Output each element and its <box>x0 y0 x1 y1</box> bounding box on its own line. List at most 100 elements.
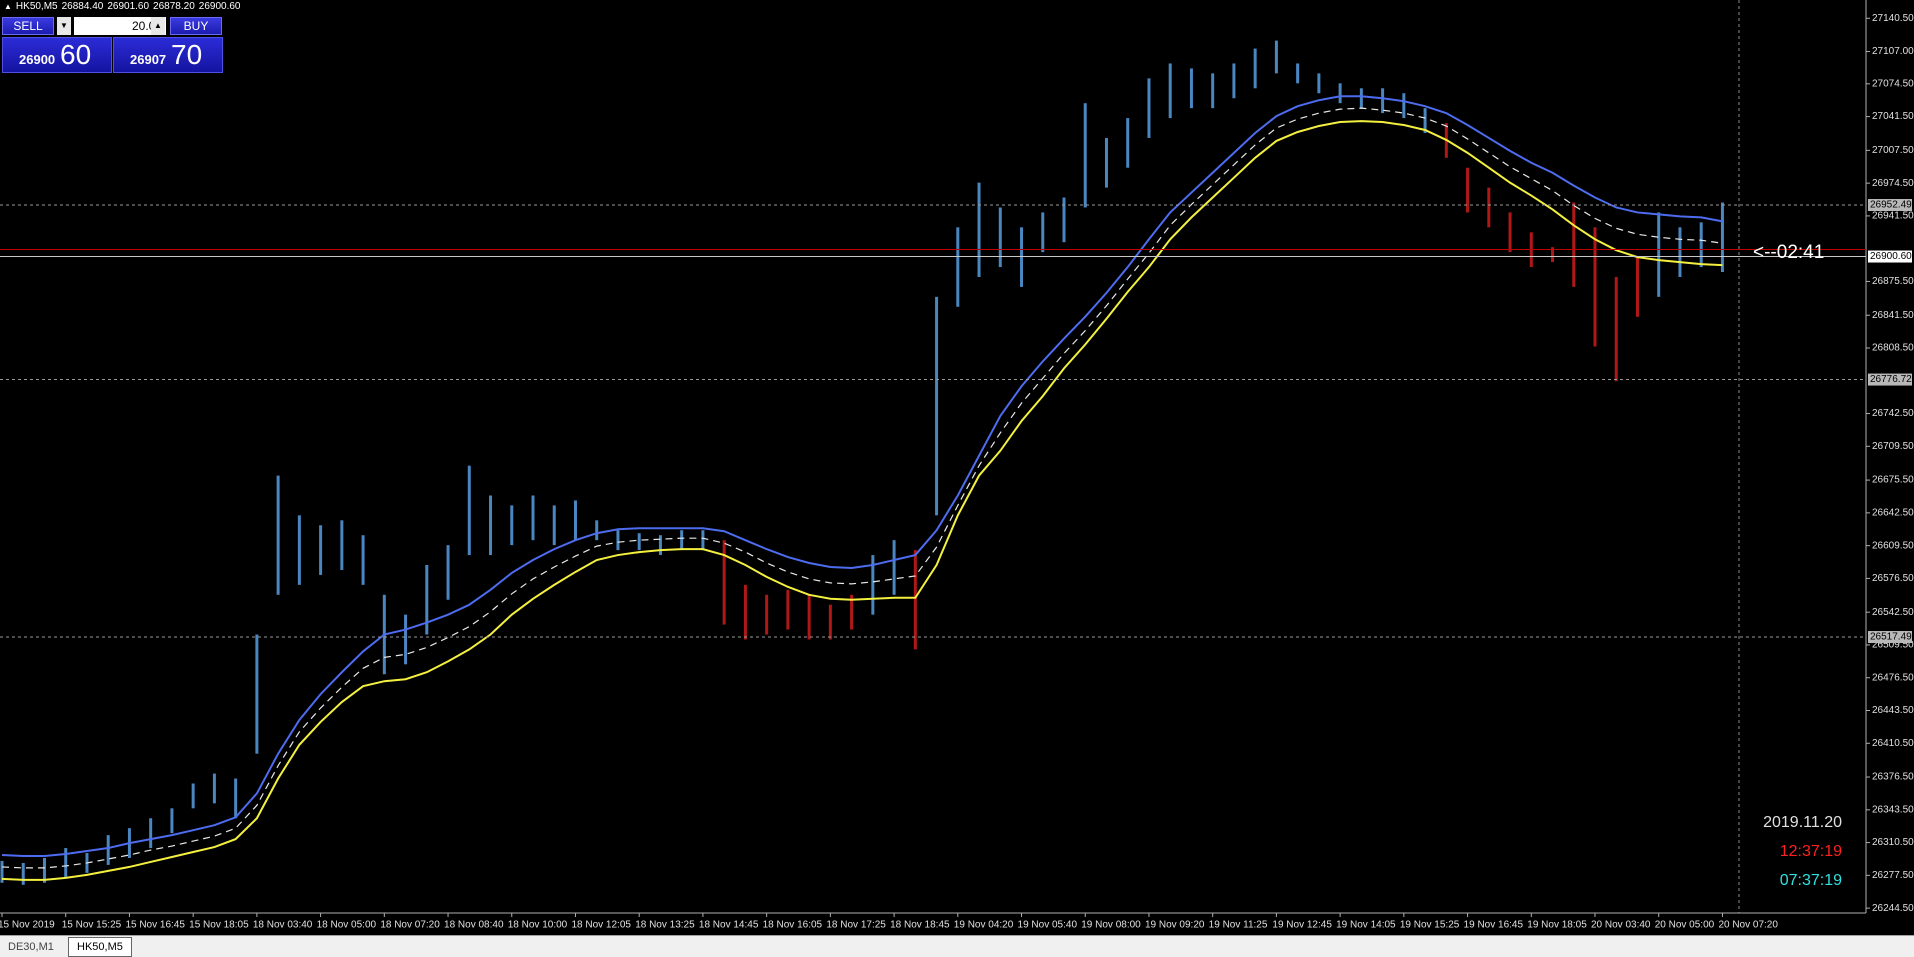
price-bar <box>425 565 429 635</box>
price-bar <box>1189 68 1193 109</box>
ohlc-close: 26900.60 <box>198 1 241 12</box>
collapse-icon[interactable]: ▲ <box>4 2 12 11</box>
price-bar <box>170 808 174 834</box>
y-tick-label: 26875.50 <box>1872 276 1914 287</box>
price-bar <box>1593 227 1597 347</box>
y-tick-label: 26343.50 <box>1872 804 1914 815</box>
ohlc-low: 26878.20 <box>153 1 195 12</box>
price-bar <box>935 296 939 516</box>
tab-active[interactable]: HK50,M5 <box>68 937 132 957</box>
x-tick-label: 20 Nov 03:40 <box>1591 920 1651 931</box>
x-tick-label: 18 Nov 03:40 <box>253 920 313 931</box>
price-bar <box>977 182 981 277</box>
y-tick-label: 27041.50 <box>1872 111 1914 122</box>
x-tick-label: 18 Nov 05:00 <box>317 920 377 931</box>
price-bar <box>1168 63 1172 119</box>
price-bar <box>404 614 408 665</box>
x-tick-label: 18 Nov 14:45 <box>699 920 759 931</box>
price-bar <box>871 555 875 615</box>
price-bar <box>1104 137 1108 188</box>
y-tick-label: 26642.50 <box>1872 508 1914 519</box>
x-tick-label: 20 Nov 07:20 <box>1718 920 1778 931</box>
price-bar <box>1041 212 1045 253</box>
sell-price[interactable]: 26900 60 <box>2 37 112 73</box>
price-bar <box>467 465 471 556</box>
price-bar <box>658 535 662 556</box>
buy-price[interactable]: 26907 70 <box>113 37 223 73</box>
price-bar <box>255 634 259 754</box>
y-tick-label: 26277.50 <box>1872 870 1914 881</box>
price-bar <box>1699 222 1703 268</box>
y-tick-label: 27140.50 <box>1872 13 1914 24</box>
price-label-box <box>1868 631 1912 644</box>
price-label-box <box>1868 198 1912 211</box>
buy-button[interactable]: BUY <box>170 17 222 35</box>
price-bar <box>743 584 747 640</box>
x-tick-label: 19 Nov 09:20 <box>1145 920 1205 931</box>
y-tick-label: 26542.50 <box>1872 607 1914 618</box>
price-bar <box>722 540 726 625</box>
price-bar <box>1466 167 1470 213</box>
x-tick-label: 19 Nov 15:25 <box>1400 920 1460 931</box>
y-tick-label: 26675.50 <box>1872 475 1914 486</box>
y-tick-label: 26808.50 <box>1872 343 1914 354</box>
x-tick-label: 19 Nov 08:00 <box>1081 920 1141 931</box>
y-tick-label: 26476.50 <box>1872 672 1914 683</box>
moving-average <box>1 107 1723 869</box>
price-bar <box>319 525 323 575</box>
price-bar <box>1678 227 1682 277</box>
price-bar <box>573 500 577 541</box>
price-label: 26517.49 <box>1870 632 1912 643</box>
moving-average <box>1 120 1723 881</box>
price-bar <box>1381 88 1385 114</box>
price-bar <box>1551 247 1555 263</box>
price-bar <box>1720 202 1724 273</box>
x-tick-label: 15 Nov 15:25 <box>62 920 122 931</box>
price-bar <box>64 848 68 878</box>
price-bar <box>828 604 832 640</box>
y-tick-label: 27107.00 <box>1872 46 1914 57</box>
price-bar <box>21 862 25 885</box>
y-tick-label: 26410.50 <box>1872 738 1914 749</box>
y-tick-label: 26576.50 <box>1872 573 1914 584</box>
ask-main: 26907 <box>130 52 167 67</box>
price-label: 26952.49 <box>1870 200 1912 211</box>
price-bar <box>1211 73 1215 109</box>
ohlc-open: 26884.40 <box>61 1 104 12</box>
price-bar <box>1253 48 1257 89</box>
y-tick-label: 27007.50 <box>1872 145 1914 156</box>
price-bar <box>552 505 556 546</box>
bar-countdown: <--02:41 <box>1753 242 1825 263</box>
x-tick-label: 18 Nov 08:40 <box>444 920 504 931</box>
price-bar <box>1359 88 1363 109</box>
volume-up[interactable]: ▲ <box>151 17 165 35</box>
price-bar <box>149 818 153 849</box>
tab[interactable]: DE30,M1 <box>8 941 54 953</box>
price-bar <box>446 545 450 600</box>
sell-button[interactable]: SELL <box>2 17 54 35</box>
volume-down[interactable]: ▼ <box>57 17 71 35</box>
moving-average <box>1 95 1723 857</box>
price-bar <box>1338 83 1342 104</box>
x-tick-label: 18 Nov 13:25 <box>635 920 695 931</box>
x-tick-label: 18 Nov 12:05 <box>571 920 631 931</box>
price-bar <box>1062 197 1066 243</box>
y-tick-label: 26509.50 <box>1872 640 1914 651</box>
chart-header: ▲ HK50,M5 26884.40 26901.60 26878.20 26900.60 <box>4 1 244 12</box>
x-tick-label: 18 Nov 07:20 <box>380 920 440 931</box>
price-bar <box>340 520 344 570</box>
x-tick-label: 15 Nov 18:05 <box>189 920 249 931</box>
clock-date: 2019.11.20 <box>1763 814 1842 831</box>
x-tick-label: 19 Nov 18:05 <box>1527 920 1587 931</box>
symbol: HK50,M5 <box>15 1 58 12</box>
x-tick-label: 19 Nov 16:45 <box>1464 920 1524 931</box>
y-tick-label: 26742.50 <box>1872 408 1914 419</box>
price-bar <box>892 540 896 595</box>
price-bar <box>212 773 216 804</box>
price-bar <box>489 495 493 556</box>
chart: 27140.50 27107.00 27074.50 27041.50 27007.50… <box>0 0 1914 931</box>
ask-pips: 70 <box>171 39 203 70</box>
price-bar <box>1657 212 1661 297</box>
price-bar <box>1020 227 1024 287</box>
server-time: 12:37:19 <box>1779 843 1842 860</box>
